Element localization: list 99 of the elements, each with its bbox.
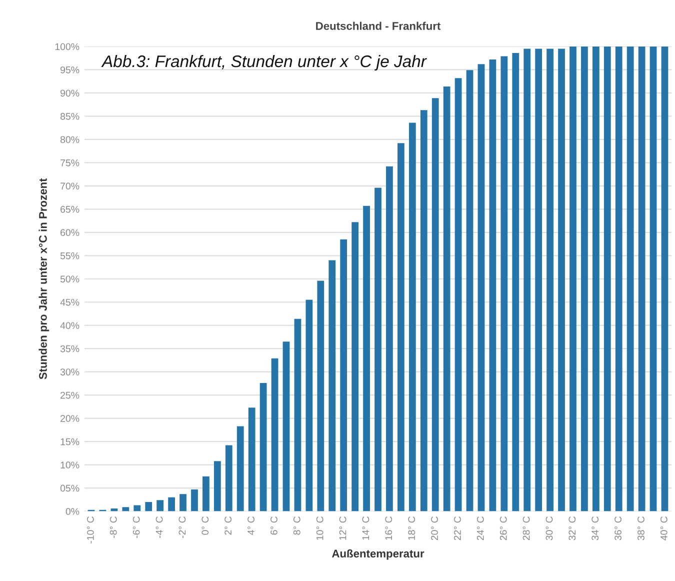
bar [294, 318, 302, 512]
bar [352, 222, 358, 512]
bar [236, 426, 244, 512]
y-tick-label: 30% [60, 368, 80, 376]
y-tick-label: 100% [55, 43, 80, 50]
bar [363, 206, 370, 512]
y-tick-label: 95% [60, 66, 80, 74]
y-tick-label: 0% [66, 508, 80, 515]
bar [225, 445, 232, 512]
bar [524, 48, 531, 512]
bar [466, 70, 474, 512]
bar [489, 59, 496, 512]
y-tick-label: 65% [60, 206, 80, 213]
x-tick-label: 36° C [614, 516, 622, 540]
bar [134, 505, 141, 512]
bar [546, 48, 554, 512]
y-tick-label: 80% [60, 136, 80, 144]
bar [478, 64, 485, 512]
bar [512, 52, 520, 512]
bar [638, 46, 646, 512]
bar [328, 260, 336, 512]
bar [432, 98, 439, 512]
bar [306, 300, 313, 512]
chart-title: Deutschland - Frankfurt [316, 22, 441, 30]
x-tick-label: 30° C [546, 516, 553, 540]
bar [386, 166, 393, 512]
bar [581, 46, 588, 512]
bar [122, 507, 130, 512]
x-tick-label: 12° C [339, 516, 346, 540]
x-tick-label: 24° C [476, 516, 484, 540]
y-tick-label: 15% [60, 438, 80, 446]
bar [248, 408, 256, 512]
y-tick-label: 40% [60, 322, 80, 329]
x-tick-label: 26° C [500, 516, 507, 540]
x-tick-label: -2° C [178, 516, 186, 538]
bar [592, 46, 600, 512]
bar [500, 56, 508, 512]
bar [271, 358, 278, 512]
x-tick-label: 38° C [638, 516, 644, 540]
bar [615, 46, 622, 512]
x-tick-label: 22° C [454, 516, 461, 540]
bar [454, 78, 462, 512]
x-tick-label: 40° C [660, 516, 668, 540]
x-tick-label: -8° C [110, 516, 117, 538]
y-tick-label: 10% [60, 462, 80, 468]
y-tick-label: 05% [60, 484, 80, 492]
bar [282, 342, 290, 512]
bar [398, 143, 404, 512]
bar [570, 46, 576, 512]
y-tick-label: 45% [60, 298, 80, 306]
y-tick-label: 25% [60, 392, 80, 399]
x-axis-title: Außentemperatur [332, 549, 424, 560]
bar [156, 500, 164, 512]
bar [408, 122, 416, 512]
bar [650, 46, 657, 512]
bar [604, 46, 611, 512]
y-tick-label: 70% [60, 182, 80, 190]
bar [191, 489, 198, 512]
bar [260, 382, 267, 512]
y-axis-title: Stunden pro Jahr unter x°C in Prozent [38, 178, 50, 380]
x-tick-label: -6° C [132, 516, 140, 538]
bar [661, 46, 668, 512]
bar [145, 502, 152, 512]
x-tick-label: 14° C [362, 516, 370, 540]
x-tick-label: 6° C [270, 516, 278, 535]
y-tick-label: 50% [60, 276, 80, 282]
x-tick-label: 18° C [408, 516, 416, 540]
y-tick-label: 35% [60, 345, 80, 352]
bar [443, 86, 450, 512]
bar [626, 46, 634, 512]
bar [317, 280, 324, 512]
x-tick-label: -4° C [156, 516, 163, 538]
bar [374, 188, 382, 512]
y-tick-label: 20% [60, 415, 80, 422]
x-tick-label: 4° C [248, 516, 254, 535]
bar [420, 110, 428, 512]
x-tick-label: 10° C [316, 516, 324, 540]
bar [214, 461, 221, 512]
bar [180, 494, 186, 512]
y-tick-label: 75% [60, 159, 80, 166]
bar [535, 48, 542, 512]
x-tick-label: 0° C [202, 516, 209, 535]
y-tick-label: 90% [60, 90, 80, 97]
x-tick-label: -10° C [86, 516, 94, 544]
bar [202, 476, 210, 512]
y-tick-label: 60% [60, 229, 80, 236]
x-tick-label: 34° C [592, 516, 599, 540]
annotation: Abb.3: Frankfurt, Stunden unter x °C je Jahr [101, 54, 427, 71]
x-tick-label: 16° C [385, 516, 392, 540]
bar [168, 497, 175, 512]
x-tick-label: 28° C [522, 516, 530, 540]
x-tick-label: 20° C [431, 516, 438, 540]
bar [340, 239, 348, 512]
x-tick-label: 8° C [293, 516, 300, 535]
bar [558, 48, 565, 512]
y-tick-label: 55% [60, 252, 80, 260]
x-tick-label: 2° C [224, 516, 232, 535]
x-tick-label: 32° C [568, 516, 576, 540]
y-tick-label: 85% [60, 112, 80, 120]
